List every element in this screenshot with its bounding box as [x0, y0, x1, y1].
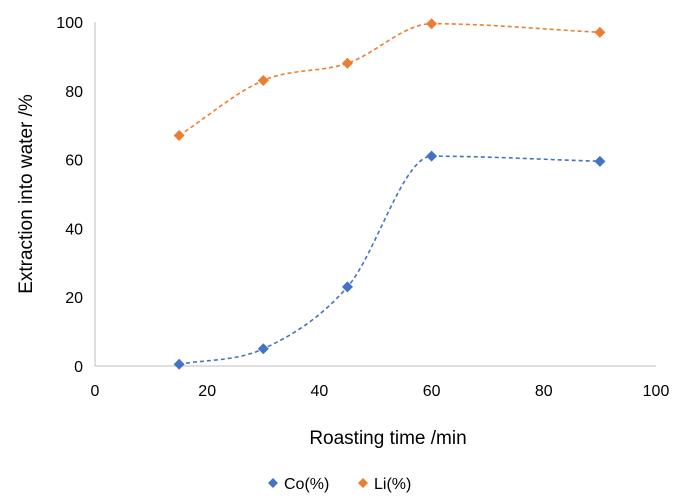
y-tick-label: 60	[65, 153, 83, 170]
data-point-co	[257, 343, 269, 355]
x-tick-label: 60	[423, 383, 441, 400]
data-point-co	[173, 358, 185, 370]
legend-marker-co	[268, 478, 278, 488]
y-tick-label: 100	[56, 15, 83, 32]
x-tick-label: 20	[198, 383, 216, 400]
x-tick-label: 0	[91, 383, 100, 400]
x-tick-label: 40	[311, 383, 329, 400]
y-tick-label: 40	[65, 221, 83, 238]
data-point-li	[594, 26, 606, 38]
x-axis-title: Roasting time /min	[309, 428, 466, 449]
legend-label-li: Li(%)	[374, 476, 411, 493]
data-point-li	[173, 130, 185, 142]
x-tick-label: 80	[535, 383, 553, 400]
y-tick-label: 80	[65, 84, 83, 101]
data-points	[173, 18, 606, 370]
legend: Co(%) Li(%)	[268, 476, 411, 493]
legend-marker-li	[358, 478, 368, 488]
x-tick-label: 100	[643, 383, 670, 400]
y-axis-title: Extraction into water /%	[16, 94, 37, 294]
trendlines	[178, 22, 600, 366]
trendline-li	[178, 22, 600, 137]
data-point-li	[426, 18, 438, 30]
data-point-li	[341, 57, 353, 69]
data-point-li	[257, 74, 269, 86]
trendline-co	[178, 155, 600, 366]
data-point-co	[341, 281, 353, 293]
y-tick-labels: 0 20 40 60 80 100	[56, 15, 83, 376]
y-tick-label: 0	[74, 359, 83, 376]
x-tick-labels: 0 20 40 60 80 100	[91, 383, 670, 400]
legend-label-co: Co(%)	[284, 476, 329, 493]
data-point-co	[594, 155, 606, 167]
data-point-co	[426, 150, 438, 162]
y-tick-label: 20	[65, 290, 83, 307]
axes	[94, 22, 656, 367]
